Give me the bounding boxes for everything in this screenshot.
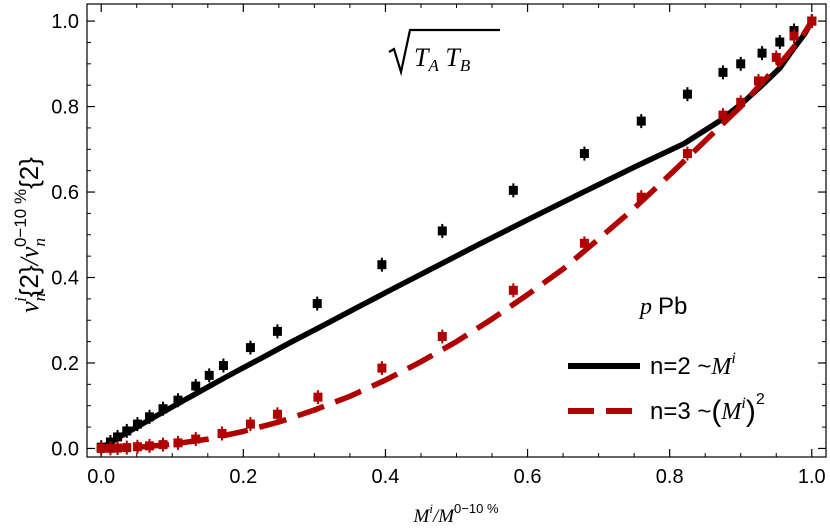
- y-tick-label: 1.0: [51, 11, 79, 33]
- data-point: [377, 260, 387, 270]
- data-point: [437, 331, 447, 341]
- data-point: [158, 440, 168, 450]
- data-point: [579, 149, 589, 159]
- data-point: [158, 404, 168, 414]
- legend: n=2 ~Mi n=3 ~(Mi)2: [568, 350, 765, 428]
- y-tick-label: 0.6: [51, 182, 79, 204]
- data-point: [736, 59, 746, 69]
- data-point: [636, 116, 646, 126]
- data-point: [312, 299, 322, 309]
- legend-label-n2: n=2 ~Mi: [650, 350, 736, 380]
- data-point: [508, 185, 518, 195]
- data-point: [579, 238, 589, 248]
- data-point: [191, 434, 201, 444]
- data-point: [122, 443, 132, 453]
- system-label: p Pb: [638, 293, 687, 320]
- data-point: [105, 443, 115, 453]
- data-point: [191, 381, 201, 391]
- data-point: [113, 432, 123, 442]
- data-point: [173, 395, 183, 405]
- data-point: [807, 16, 817, 26]
- data-point: [204, 370, 214, 380]
- x-tick-label: 0.4: [372, 466, 400, 488]
- data-point: [145, 412, 155, 422]
- data-point: [245, 419, 255, 429]
- y-tick-label: 0.4: [51, 268, 79, 290]
- data-point: [775, 37, 785, 47]
- data-point: [682, 149, 692, 159]
- data-point: [313, 392, 323, 402]
- series-line-2: [101, 19, 815, 452]
- x-tick-label: 0.8: [656, 466, 684, 488]
- data-point: [218, 361, 228, 371]
- x-tick-label: 0.6: [514, 466, 542, 488]
- data-point: [789, 31, 799, 41]
- series-line-1: [99, 19, 815, 451]
- data-point: [718, 67, 728, 77]
- data-point: [718, 110, 728, 120]
- x-tick-label: 1.0: [798, 466, 826, 488]
- data-point: [173, 438, 183, 448]
- data-point: [636, 192, 646, 202]
- formula-text: TA TB: [414, 43, 471, 75]
- data-point: [771, 52, 781, 62]
- y-tick-label: 0.0: [51, 438, 79, 460]
- data-point: [122, 426, 132, 436]
- data-point: [682, 89, 692, 99]
- series-2: [96, 14, 817, 456]
- data-point: [245, 343, 255, 353]
- data-point: [437, 226, 447, 236]
- y-axis-label: vni{2}/vn0−10 %{2}: [11, 157, 49, 313]
- legend-label-n3: n=3 ~(Mi)2: [650, 391, 765, 428]
- data-point: [217, 428, 227, 438]
- x-tick-label: 0.0: [87, 466, 115, 488]
- data-point: [132, 442, 142, 452]
- data-point: [113, 443, 123, 453]
- data-point: [753, 76, 763, 86]
- x-axis-label: Mi/M0−10 %: [412, 501, 498, 527]
- data-point: [145, 441, 155, 451]
- data-point: [272, 409, 282, 419]
- ticks: 0.0 0.2 0.4 0.6 0.8 1.0 0.0 0.2 0.4 0.6 0.8 1.0: [51, 4, 826, 488]
- data-point: [377, 363, 387, 373]
- y-tick-label: 0.2: [51, 353, 79, 375]
- formula-annotation: TA TB: [388, 28, 500, 77]
- x-tick-label: 0.2: [229, 466, 257, 488]
- series-1: [96, 14, 817, 455]
- y-tick-label: 0.8: [51, 97, 79, 119]
- series-layer: [96, 14, 817, 456]
- data-point: [96, 443, 106, 453]
- data-point: [757, 48, 767, 58]
- data-point: [272, 326, 282, 336]
- data-point: [132, 419, 142, 429]
- radical-sign: [388, 28, 500, 77]
- data-point: [736, 97, 746, 107]
- data-point: [508, 285, 518, 295]
